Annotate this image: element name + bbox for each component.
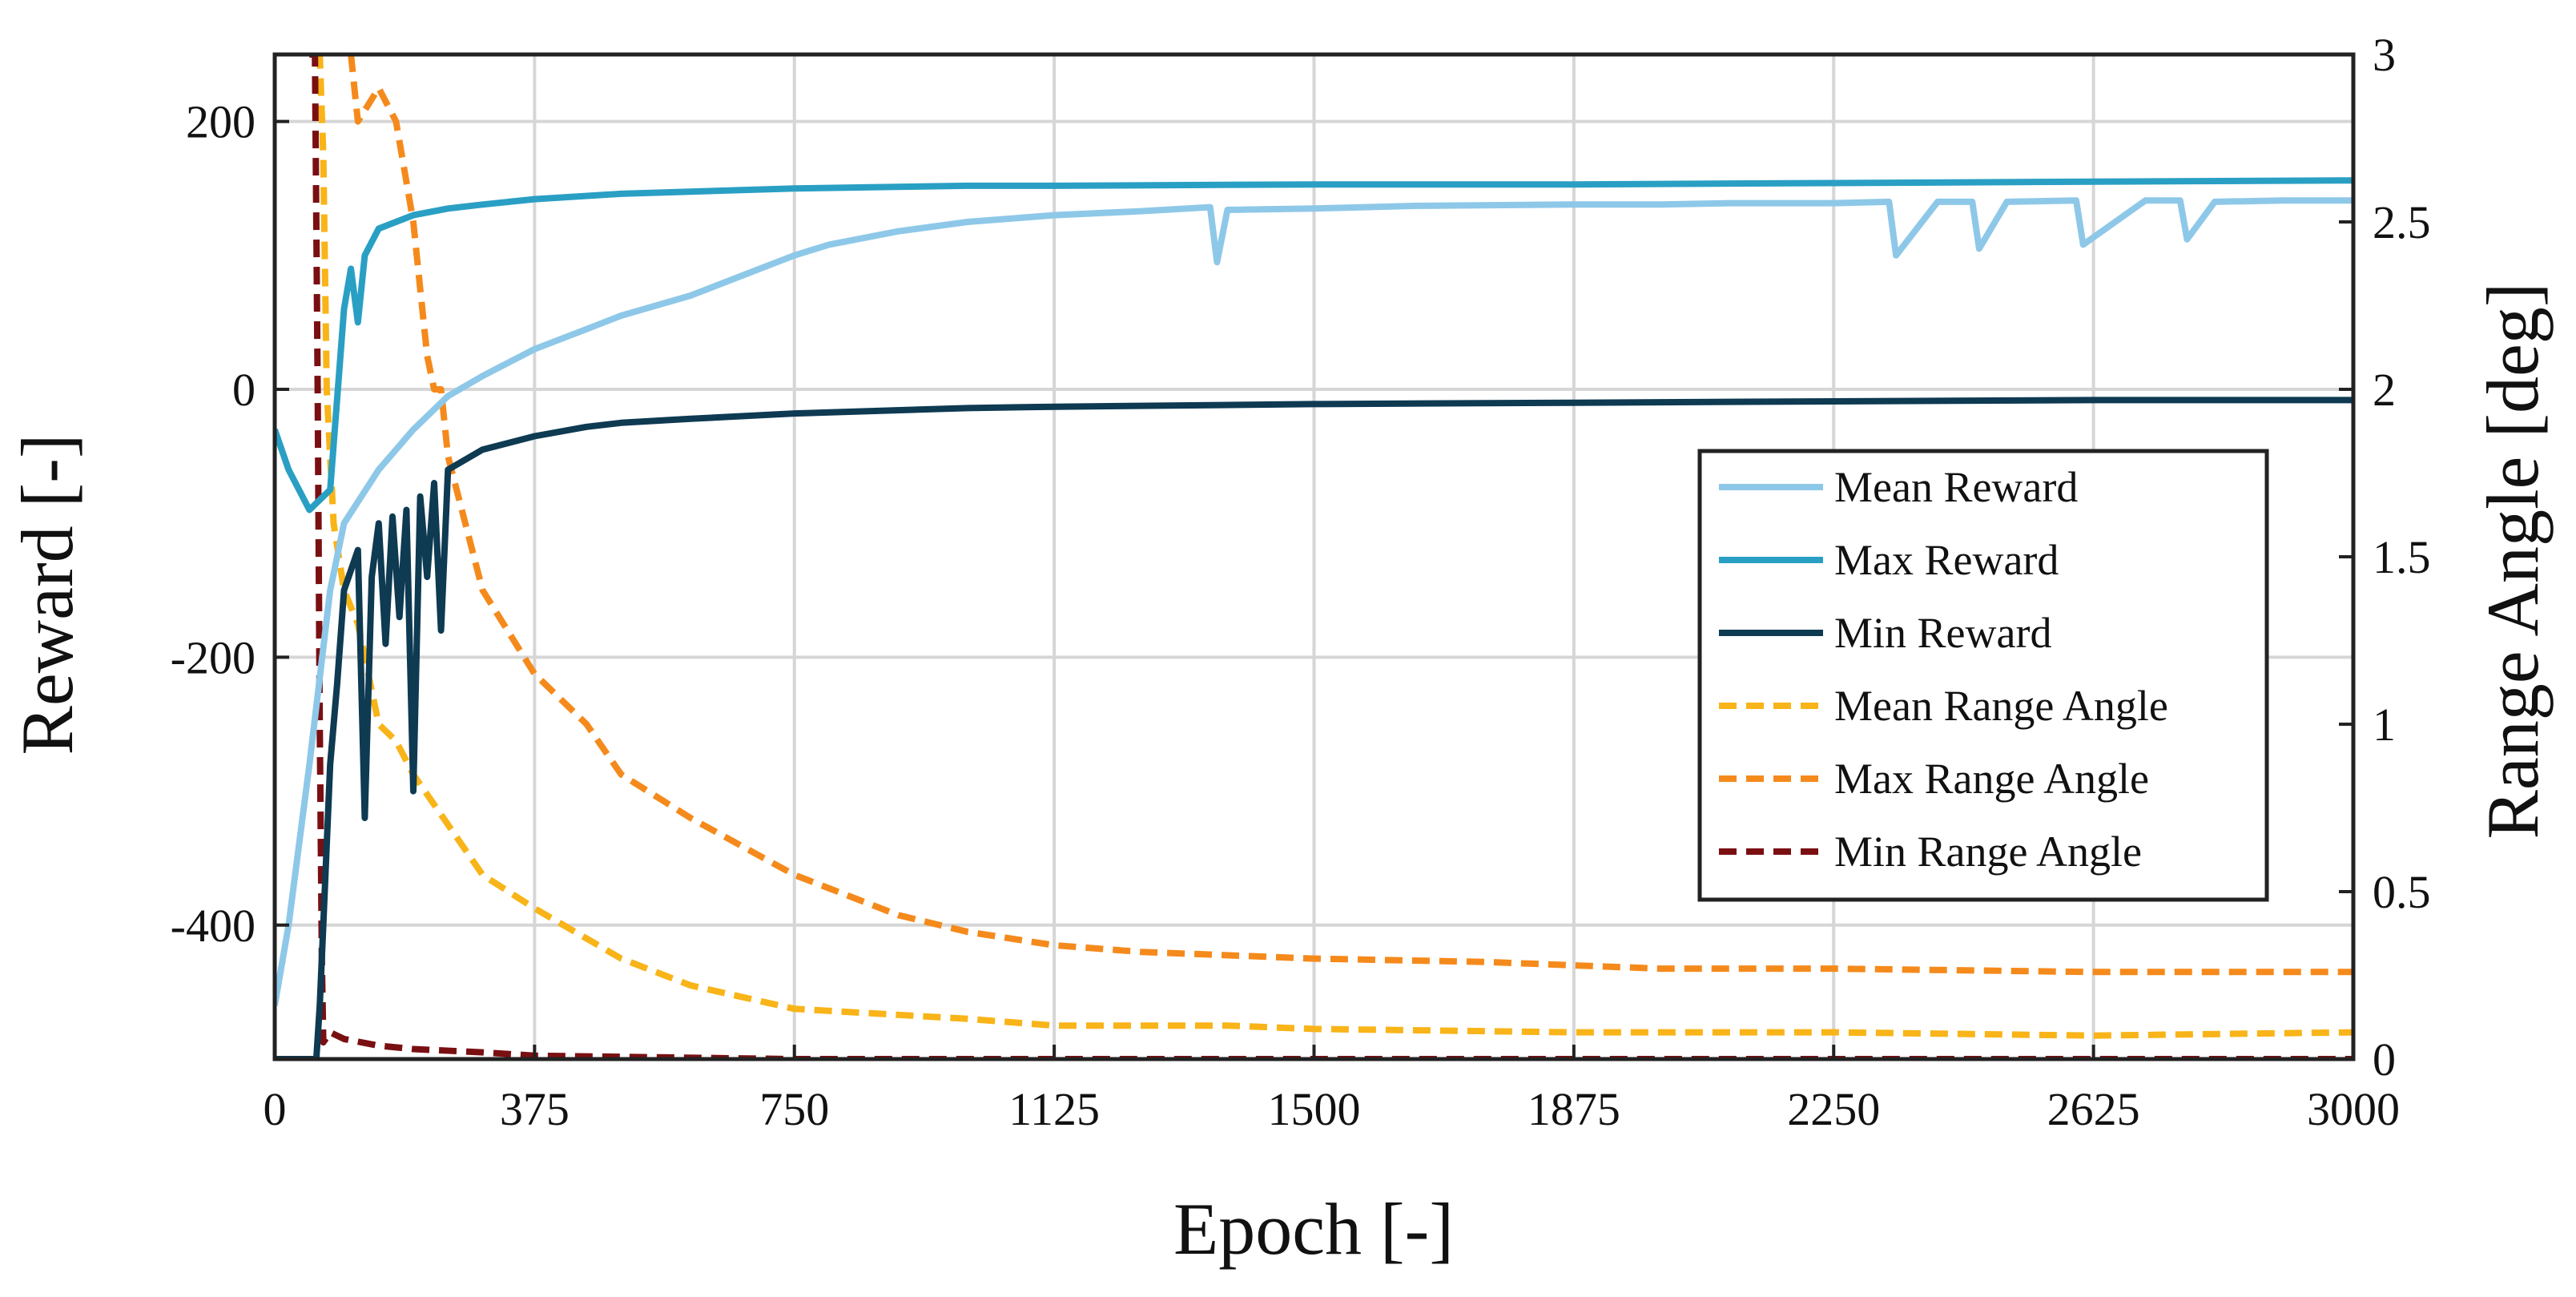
y-axis-right-title: Range Angle [deg] (2472, 283, 2554, 840)
series-line-max-range-angle (348, 54, 2353, 976)
legend-label: Max Range Angle (1834, 755, 2149, 803)
legend-label: Mean Reward (1834, 463, 2078, 511)
series-line-max-reward (275, 177, 2353, 514)
y-left-tick-label: -400 (171, 900, 256, 952)
x-tick-label: 0 (264, 1083, 287, 1135)
y-right-tick-label: 1 (2373, 699, 2396, 751)
y-right-tick-label: 0 (2373, 1033, 2396, 1086)
legend: Mean Reward Max Reward Min Reward Mean Rang… (1697, 449, 2269, 902)
x-tick-label: 3000 (2307, 1083, 2400, 1135)
x-tick-label: 2625 (2047, 1083, 2140, 1135)
y-left-tick-label: -200 (171, 631, 256, 683)
y-left-tick-label: 0 (232, 364, 256, 416)
legend-label: Min Reward (1834, 609, 2051, 657)
y-right-tick-label: 2.5 (2373, 196, 2431, 248)
x-tick-label: 750 (759, 1083, 829, 1135)
legend-box (1697, 449, 2269, 902)
y-right-tick-label: 0.5 (2373, 866, 2431, 918)
x-tick-label: 1125 (1008, 1083, 1100, 1135)
legend-label: Min Range Angle (1834, 828, 2142, 876)
x-tick-label: 375 (500, 1083, 570, 1135)
y-right-tick-label: 2 (2373, 364, 2396, 416)
y-axis-left-title: Reward [-] (6, 433, 88, 755)
series-line-mean-range-angle (316, 54, 2353, 1039)
y-left-tick-label: 200 (186, 96, 256, 148)
x-tick-label: 1500 (1268, 1083, 1361, 1135)
y-right-tick-label: 1.5 (2373, 531, 2431, 583)
tick-labels: 0 375 750 1125 1500 1875 2250 2625 3000 -400 -200 0… (171, 29, 2431, 1135)
y-right-tick-label: 3 (2373, 29, 2396, 81)
grid-lines (275, 54, 2353, 1059)
series-lines (275, 54, 2353, 1059)
legend-label: Max Reward (1834, 536, 2059, 584)
x-tick-label: 2250 (1787, 1083, 1880, 1135)
series-line-min-reward (275, 397, 2353, 1059)
legend-label: Mean Range Angle (1834, 682, 2168, 730)
x-axis-title: Epoch [-] (1173, 1188, 1454, 1270)
series-line-mean-reward (275, 197, 2353, 1006)
x-tick-label: 1875 (1527, 1083, 1620, 1135)
